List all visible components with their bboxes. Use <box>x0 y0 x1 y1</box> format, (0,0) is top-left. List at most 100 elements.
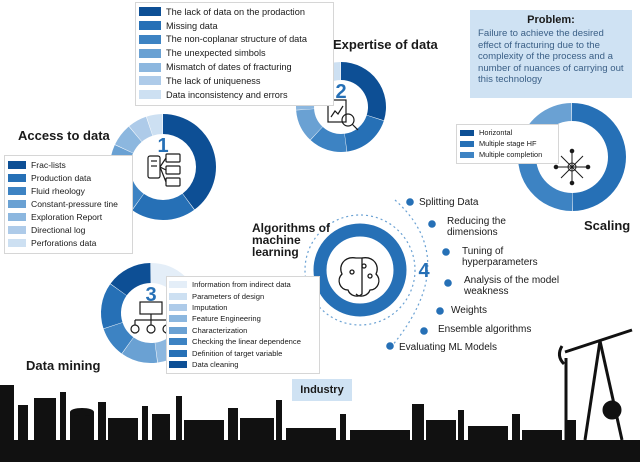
expertise-of-data-legend-swatch <box>139 34 161 44</box>
ring3-segment-center <box>122 284 180 342</box>
expertise-of-data-legend-label: Missing data <box>166 20 218 31</box>
expertise-of-data-legend-swatch <box>139 76 161 86</box>
access-to-data-legend-swatch <box>8 212 26 221</box>
access-to-data-legend-label: Frac-lists <box>31 159 66 170</box>
scaling-legend-item: Multiple completion <box>460 149 558 160</box>
ml-steps-arc-line <box>391 199 429 347</box>
data-mining-legend-swatch <box>169 292 187 300</box>
ring2-segment-2 <box>344 115 384 152</box>
problem-text: Failure to achieve the desired effect of… <box>478 28 624 85</box>
expertise-of-data-legend-item: Missing data <box>139 19 333 33</box>
access-to-data-legend-label: Directional log <box>31 224 86 235</box>
ring2-segment-1 <box>341 62 386 121</box>
industry-skyline-silhouette <box>0 385 640 462</box>
access-to-data-legend-item: Directional log <box>8 223 132 236</box>
data-mining-legend-label: Data cleaning <box>192 359 239 369</box>
access-to-data-legend-swatch <box>8 199 26 208</box>
ring4-solid-ring <box>313 223 407 317</box>
data-mining-legend-item: Parameters of design <box>169 290 319 301</box>
access-to-data-legend-item: Fluid rheology <box>8 184 132 197</box>
network-node-icon <box>553 148 591 186</box>
ml-step-dot <box>428 220 436 228</box>
scaling-legend-item: Horizontal <box>460 127 558 138</box>
access-to-data-legend-label: Fluid rheology <box>31 185 85 196</box>
ring1-segment-5 <box>115 126 142 153</box>
ml-step-dot <box>406 198 414 206</box>
data-mining-legend-item: Feature Engineering <box>169 313 319 324</box>
access-to-data-legend-swatch <box>8 173 26 182</box>
scaling-legend-label: Horizontal <box>479 128 513 137</box>
access-to-data-legend-label: Production data <box>31 172 92 183</box>
access-to-data-legend-item: Exploration Report <box>8 210 132 223</box>
ml-step-label: Tuning of hyperparameters <box>462 246 538 268</box>
section-title-expertise-of-data: Expertise of data <box>333 37 438 52</box>
ring3-segment-8 <box>110 263 151 296</box>
legend-access-to-data: Frac-lists Production data Fluid rheology C… <box>4 155 133 254</box>
problem-title: Problem: <box>527 14 575 26</box>
ring3-segment-7 <box>101 284 127 329</box>
section-title-access-to-data: Access to data <box>18 128 110 143</box>
expertise-of-data-legend-label: The lack of uniqueness <box>166 75 261 86</box>
ml-step-label: Evaluating ML Models <box>399 342 498 353</box>
data-mining-legend-swatch <box>169 281 187 289</box>
ml-steps-connector-arc <box>386 198 452 350</box>
access-to-data-legend-item: Perforations data <box>8 236 132 249</box>
data-mining-legend-label: Definition of target variable <box>192 348 283 358</box>
data-mining-legend-label: Information from indirect data <box>192 280 291 290</box>
ml-step-label: Analysis of the model weakness <box>464 275 560 297</box>
scaling-legend-swatch <box>460 151 474 158</box>
access-to-data-legend-item: Frac-lists <box>8 158 132 171</box>
ring3-segment-6 <box>103 322 134 354</box>
expertise-of-data-legend-swatch <box>139 21 161 31</box>
scaling-legend-swatch <box>460 129 474 136</box>
section-number-1: 1 <box>157 135 168 157</box>
access-to-data-legend-swatch <box>8 238 26 247</box>
scaling-legend-label: Multiple stage HF <box>479 139 537 148</box>
data-mining-legend-label: Parameters of design <box>192 291 265 301</box>
ring-algorithms-of-ml <box>304 214 416 326</box>
expertise-of-data-legend-item: The unexpected simbols <box>139 46 333 60</box>
problem-box: Problem: Failure to achieve the desired … <box>470 10 632 98</box>
ml-step-label: Splitting Data <box>419 197 479 208</box>
access-to-data-legend-label: Constant-pressure tine <box>31 198 118 209</box>
document-magnifier-icon <box>327 99 359 131</box>
access-to-data-legend-swatch <box>8 186 26 195</box>
expertise-of-data-legend-swatch <box>139 7 161 17</box>
ring1-segment-1 <box>163 114 216 210</box>
expertise-of-data-legend-item: Mismatch of dates of fracturing <box>139 60 333 74</box>
expertise-of-data-legend-swatch <box>139 62 161 72</box>
legend-scaling: Horizontal Multiple stage HF Multiple comp… <box>456 124 559 164</box>
access-to-data-legend-label: Perforations data <box>31 237 97 248</box>
data-mining-legend-item: Checking the linear dependence <box>169 336 319 347</box>
access-to-data-legend-item: Production data <box>8 171 132 184</box>
ring1-segment-6 <box>129 116 153 142</box>
section-number-5: 5 <box>566 129 577 151</box>
data-mining-legend-label: Feature Engineering <box>192 314 261 324</box>
ring2-segment-3 <box>310 126 347 152</box>
expertise-of-data-legend-item: Data inconsistency and errors <box>139 88 333 102</box>
section-number-3: 3 <box>145 284 156 306</box>
pump-jack-icon <box>557 328 633 441</box>
ml-step-label: Reducing the dimensions <box>447 216 506 238</box>
industry-badge: Industry <box>292 379 352 401</box>
access-to-data-legend-swatch <box>8 160 26 169</box>
ml-step-dot <box>420 327 428 335</box>
scaling-legend-swatch <box>460 140 474 147</box>
servers-network-icon <box>147 153 181 187</box>
expertise-of-data-legend-label: The non-coplanar structure of data <box>166 34 307 45</box>
data-mining-legend-label: Checking the linear dependence <box>192 337 301 347</box>
ring1-segment-center <box>131 135 195 199</box>
ring1-segment-7 <box>146 114 163 136</box>
expertise-of-data-legend-label: The lack of data on the prodaction <box>166 6 305 17</box>
expertise-of-data-legend-swatch <box>139 48 161 58</box>
expertise-of-data-legend-item: The non-coplanar structure of data <box>139 33 333 47</box>
access-to-data-legend-label: Exploration Report <box>31 211 103 222</box>
brain-icon <box>338 257 380 297</box>
ml-step-dot <box>436 307 444 315</box>
ring1-segment-2 <box>132 193 195 220</box>
data-mining-legend-item: Imputation <box>169 302 319 313</box>
access-to-data-legend-item: Constant-pressure tine <box>8 197 132 210</box>
expertise-of-data-legend-label: Mismatch of dates of fracturing <box>166 62 292 73</box>
donut-chart-access-to-data <box>110 114 216 220</box>
ml-step-dot <box>442 248 450 256</box>
